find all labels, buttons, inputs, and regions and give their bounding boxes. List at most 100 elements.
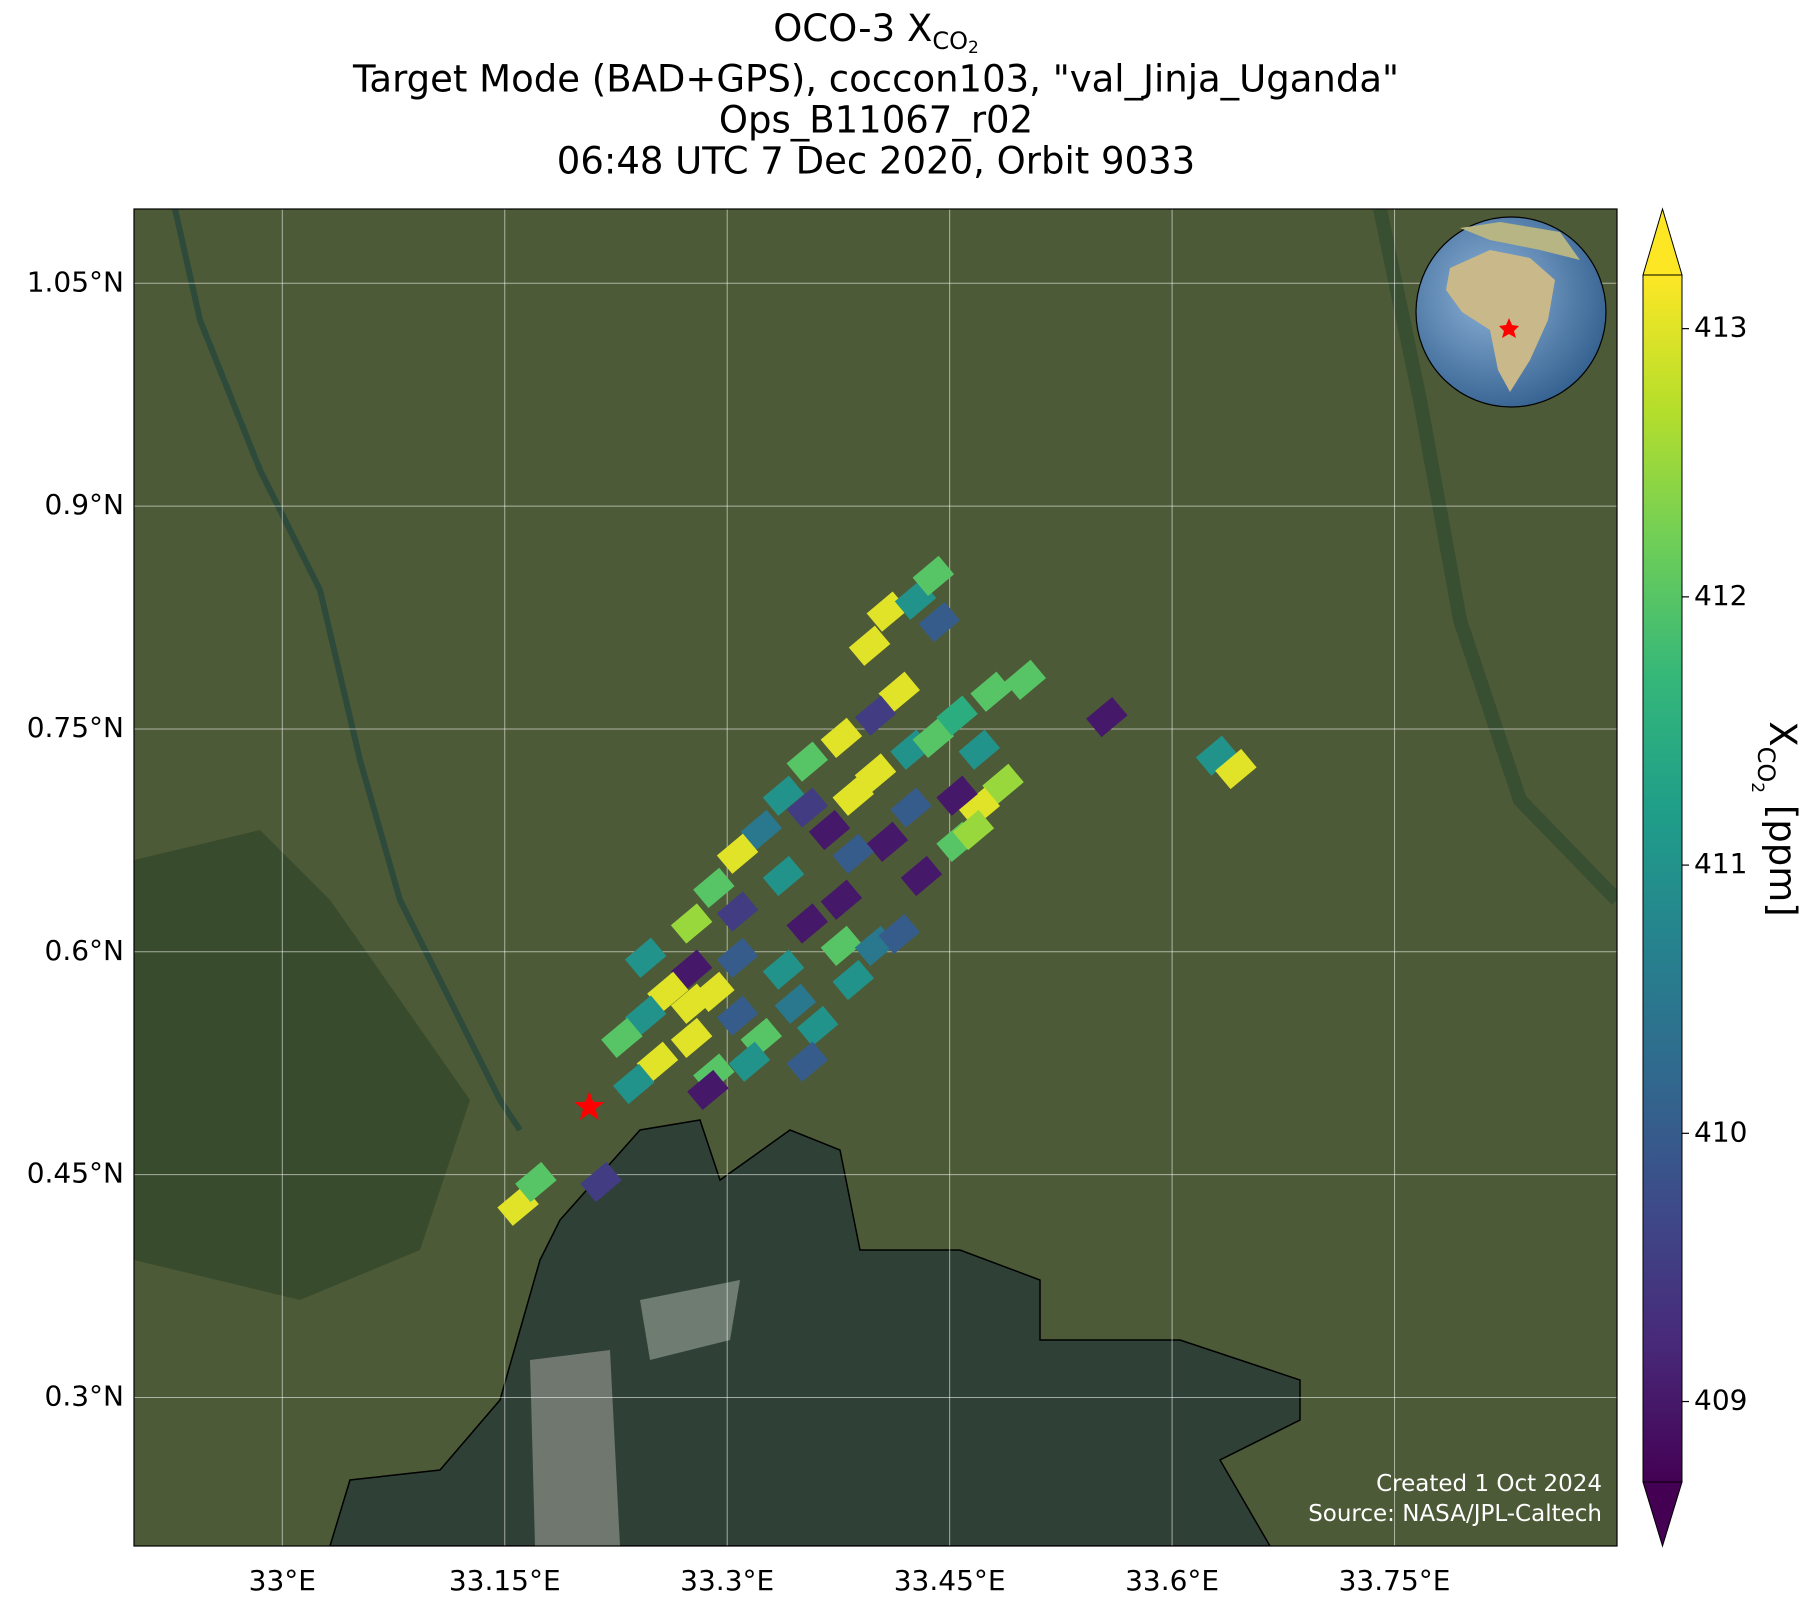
colorbar-tick-label: 410: [1694, 1115, 1747, 1148]
x-tick-label: 33.15°E: [449, 1564, 561, 1596]
footprint: [716, 937, 759, 978]
colorbar-label-part: CO: [1752, 747, 1780, 783]
footprint: [716, 995, 759, 1036]
footprint: [1195, 735, 1238, 776]
title: OCO-3 XCO2: [773, 7, 979, 59]
footprint: [670, 1017, 713, 1059]
x-tick-label: 33.3°E: [680, 1564, 774, 1596]
footprint: [912, 555, 955, 597]
footprint: [601, 1017, 643, 1059]
footprint: [912, 717, 955, 758]
title-sub: CO: [932, 27, 968, 55]
globe-africa: [1446, 250, 1555, 392]
colorbar-extend-bottom: [1642, 1481, 1683, 1548]
x-tick-label: 33.45°E: [894, 1564, 1006, 1596]
footprint: [832, 833, 874, 874]
footprint: [786, 787, 829, 828]
colorbar-label: XCO2 [ppm]: [1747, 721, 1804, 917]
footprint: [854, 695, 897, 736]
footprint: [832, 959, 874, 1001]
x-tick-label: 33.75°E: [1339, 1564, 1451, 1596]
footprint: [774, 983, 817, 1024]
river: [172, 209, 523, 1132]
footprint: [796, 1005, 839, 1047]
footprint: [918, 601, 961, 643]
footprint: [786, 903, 829, 944]
footprint: [647, 971, 689, 1013]
footprint: [878, 671, 920, 712]
footprint: [762, 855, 805, 897]
footprint: [936, 775, 978, 816]
footprint: [636, 1041, 679, 1082]
x-tick-label: 33°E: [249, 1564, 316, 1596]
footprint: [687, 1069, 729, 1111]
globe-target: [1499, 318, 1519, 338]
footprint: [728, 1041, 771, 1082]
title-subsub: 2: [968, 38, 979, 58]
footprint: [958, 729, 1001, 770]
footprint: [624, 937, 667, 978]
title-main: OCO-3 X: [773, 7, 932, 50]
footprint: [670, 949, 713, 990]
footprint: [786, 741, 829, 782]
footprint: [820, 879, 863, 920]
footprint: [670, 903, 713, 944]
colorbar-tick-label: 411: [1694, 847, 1747, 880]
y-tick-label: 1.05°N: [27, 265, 124, 298]
footprint: [982, 763, 1024, 805]
subtitle: Target Mode (BAD+GPS), coccon103, "val_J…: [352, 58, 1399, 101]
colorbar-label-part: X: [1761, 721, 1804, 746]
colorbar-label-part: [ppm]: [1761, 793, 1804, 917]
footprint: [786, 1041, 829, 1082]
footprint: [936, 695, 978, 736]
y-tick-label: 0.6°N: [45, 934, 124, 967]
colorbar-extend-top: [1642, 207, 1683, 276]
map-frame: [133, 208, 1618, 1547]
target-star: [574, 1091, 605, 1120]
footprint: [1086, 696, 1128, 738]
footprint: [878, 913, 920, 955]
footprint: [515, 1161, 557, 1203]
subtitle: Ops_B11067_r02: [719, 99, 1033, 142]
y-tick-label: 0.75°N: [27, 711, 124, 744]
footprint: [693, 867, 735, 909]
subtitle: 06:48 UTC 7 Dec 2020, Orbit 9033: [557, 140, 1195, 183]
footprint: [624, 995, 667, 1036]
footprint: [848, 625, 891, 666]
footprint: [866, 821, 909, 862]
colorbar-label-part: 2: [1747, 782, 1767, 793]
forest: [134, 830, 470, 1300]
footprint: [716, 891, 759, 932]
y-tick-label: 0.45°N: [27, 1157, 124, 1190]
footprint: [970, 671, 1012, 712]
map: [134, 209, 1617, 1546]
footprint: [762, 949, 805, 990]
footprint: [1004, 659, 1047, 701]
colorbar: [1642, 274, 1683, 1483]
globe-inset: [1415, 216, 1607, 408]
footprint: [958, 787, 1001, 828]
colorbar-tick-label: 412: [1694, 579, 1747, 612]
footprint: [890, 787, 932, 828]
footprint: [1215, 748, 1257, 790]
footprint: [762, 775, 805, 816]
footprint: [613, 1063, 655, 1105]
colorbar-tick-label: 413: [1694, 311, 1747, 344]
footer: Source: NASA/JPL-Caltech: [1308, 1501, 1602, 1527]
footprint: [820, 717, 863, 758]
globe-europe: [1460, 222, 1580, 260]
x-tick-label: 33.6°E: [1125, 1564, 1219, 1596]
lake-patch: [640, 1280, 740, 1360]
y-tick-label: 0.3°N: [45, 1379, 124, 1412]
lake-patch: [530, 1350, 620, 1546]
footer: Created 1 Oct 2024: [1376, 1471, 1602, 1497]
footprint: [693, 971, 735, 1013]
footprint: [716, 833, 759, 874]
colorbar-tick-label: 409: [1694, 1384, 1747, 1417]
footprint: [580, 1161, 622, 1203]
footprint: [854, 753, 897, 794]
wetland: [1373, 209, 1617, 905]
footprint: [740, 809, 783, 851]
footprint: [820, 925, 863, 966]
